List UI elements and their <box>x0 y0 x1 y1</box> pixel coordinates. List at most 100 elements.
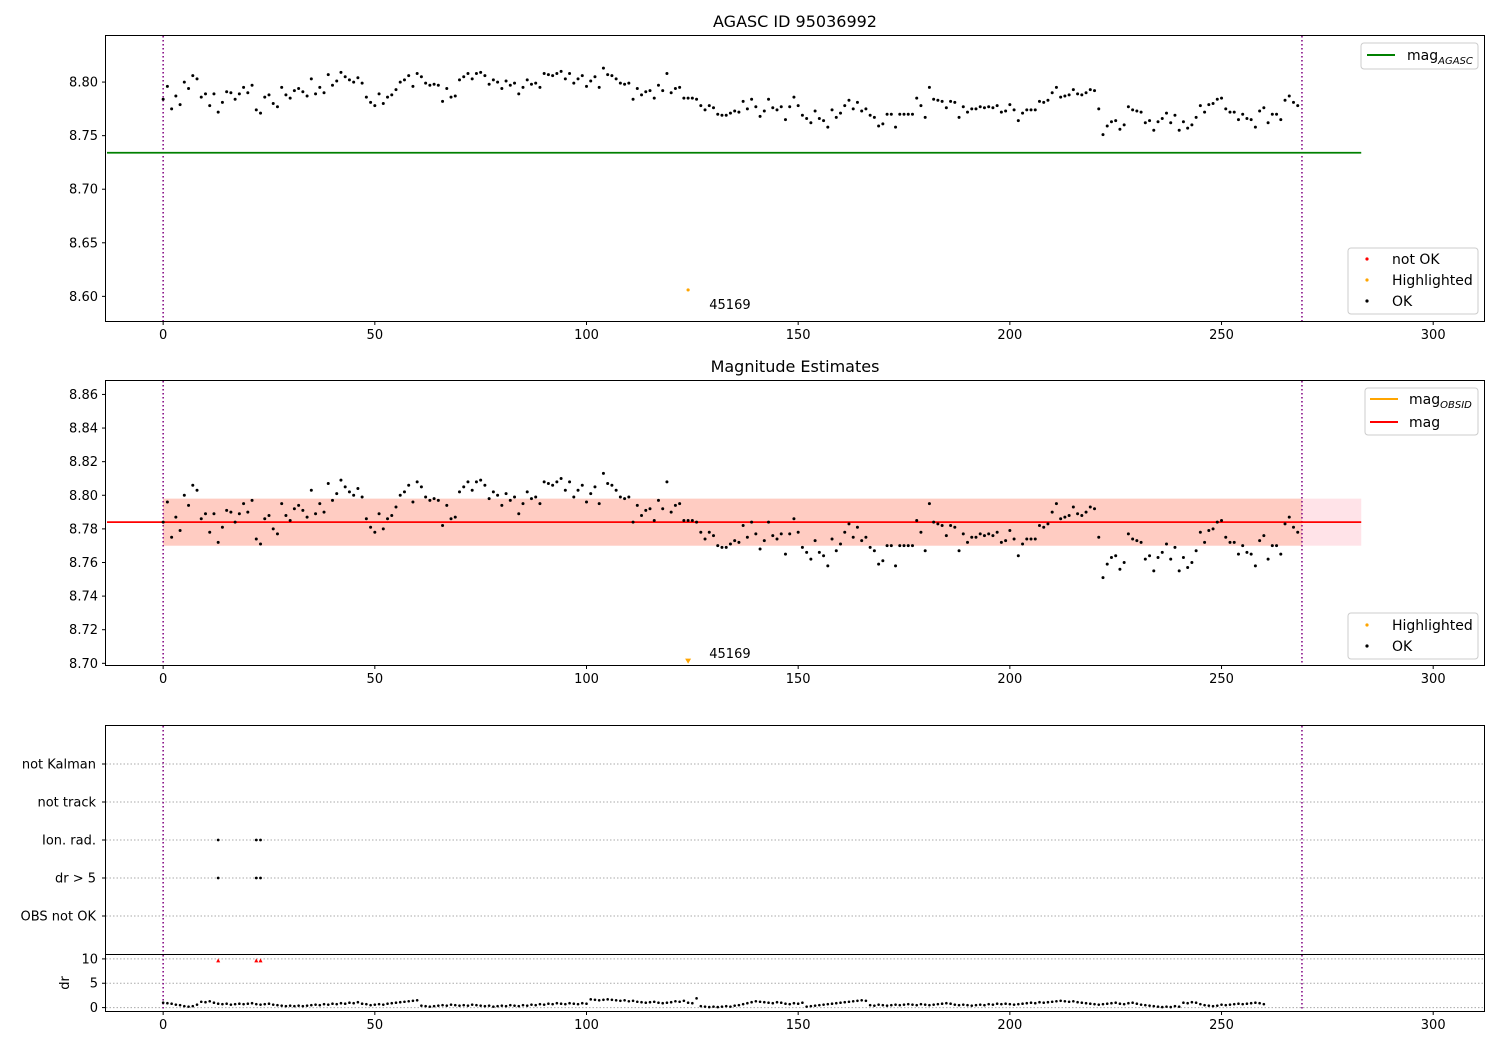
agasc-ok-point <box>635 87 639 90</box>
magnitude-ok-point <box>178 529 182 533</box>
agasc-ok-point <box>398 80 402 84</box>
agasc-ok-point <box>1109 120 1113 124</box>
dr-point <box>216 1002 220 1005</box>
magnitude-ok-point <box>1186 566 1190 570</box>
agasc-ok-point <box>1253 125 1257 129</box>
magnitude-ok-point <box>407 483 411 487</box>
magnitude-ok-point <box>208 530 212 534</box>
dr-point <box>555 1001 559 1005</box>
dr-point <box>250 1001 254 1005</box>
magnitude-ytick-label: 8.84 <box>69 422 98 437</box>
magnitude-ok-point <box>961 532 965 536</box>
magnitude-ok-point <box>999 540 1003 544</box>
agasc-ok-point <box>640 93 644 97</box>
magnitude-ok-point <box>1025 537 1029 541</box>
agasc-ok-point <box>381 102 385 105</box>
magnitude-ok-point <box>572 495 576 499</box>
magnitude-ok-point <box>470 488 474 492</box>
agasc-ok-point <box>889 112 893 116</box>
dr-point <box>784 1002 787 1005</box>
agasc-ok-point <box>1004 109 1008 113</box>
dr-point <box>597 998 601 1002</box>
agasc-ok-point <box>805 117 809 120</box>
magnitude-ok-point <box>707 530 711 534</box>
agasc-ok-point <box>966 110 970 114</box>
magnitude-ok-point <box>546 482 550 486</box>
magnitude-ok-point <box>712 534 716 538</box>
agasc-ok-point <box>182 80 186 84</box>
dr-point <box>830 1002 834 1005</box>
dr-point <box>166 1001 169 1005</box>
magnitude-ok-point <box>335 492 339 496</box>
dr-point <box>288 1004 292 1007</box>
agasc-ok-point <box>754 105 758 109</box>
magnitude-ok-point <box>1270 544 1274 548</box>
agasc-ok-point <box>457 78 461 82</box>
magnitude-ok-point <box>555 480 559 484</box>
magnitude-ok-point <box>386 517 390 521</box>
magnitude-ok-point <box>944 534 948 538</box>
agasc-ok-point <box>699 104 703 108</box>
agasc-ok-point <box>1190 123 1194 127</box>
magnitude-ok-point <box>496 493 500 497</box>
agasc-ok-point <box>165 84 169 88</box>
dr-point <box>356 1000 360 1004</box>
agasc-ok-point <box>559 69 563 73</box>
dr-point <box>873 1004 876 1007</box>
magnitude-ok-point <box>1173 545 1177 549</box>
magnitude-ok-point <box>1258 539 1262 543</box>
magnitude-ok-point <box>932 520 936 524</box>
dr-point <box>1249 1001 1253 1005</box>
dr-point <box>453 1003 457 1007</box>
dr-point <box>758 1000 762 1004</box>
magnitude-ok-point <box>390 513 394 517</box>
agasc-ok-point <box>881 122 885 126</box>
magnitude-xtick-label: 250 <box>1209 672 1234 687</box>
magnitude-ok-point <box>563 488 567 492</box>
magnitude-ok-point <box>322 510 326 514</box>
magnitude-ok-point <box>898 544 902 548</box>
agasc-ok-point <box>373 104 377 108</box>
agasc-ok-point <box>1215 97 1219 101</box>
magnitude-ok-point <box>271 527 275 531</box>
dr-point <box>860 998 863 1002</box>
magnitude-ok-point <box>250 498 254 502</box>
magnitude-legend-ok-marker <box>1365 644 1369 648</box>
dr-point <box>445 1004 449 1007</box>
agasc-ok-point <box>572 81 576 85</box>
magnitude-ok-point <box>885 544 889 548</box>
agasc-ok-point <box>1143 121 1147 125</box>
dr-point <box>779 1001 783 1005</box>
magnitude-ok-point <box>682 518 686 522</box>
agasc-ok-point <box>1194 115 1198 119</box>
magnitude-ok-point <box>750 520 754 524</box>
dr-point <box>530 1003 533 1006</box>
magnitude-ok-point <box>394 505 398 509</box>
dr-point <box>724 1004 728 1008</box>
flags-category-label: not track <box>37 796 96 811</box>
dr-point <box>458 1004 461 1007</box>
dr-point <box>987 1002 990 1006</box>
agasc-xtick-label: 250 <box>1209 328 1234 343</box>
magnitude-ok-point <box>1287 515 1291 519</box>
agasc-ok-point <box>453 94 457 98</box>
agasc-ok-point <box>1067 93 1071 97</box>
agasc-ok-point <box>267 93 271 97</box>
dr-point <box>707 1005 711 1009</box>
magnitude-xtick-label: 200 <box>997 672 1022 687</box>
dr-point <box>1262 1002 1266 1006</box>
dr-point <box>1114 1001 1117 1005</box>
agasc-ytick-label: 8.60 <box>69 290 98 305</box>
agasc-ok-point <box>483 74 487 78</box>
agasc-point-legend: not OK Highlighted OK <box>1347 247 1479 315</box>
agasc-ok-point <box>623 82 627 86</box>
dr-point <box>703 1005 707 1008</box>
magnitude-ok-point <box>500 503 504 507</box>
magnitude-ok-point <box>170 535 174 539</box>
magnitude-ok-point <box>864 535 868 539</box>
agasc-ok-point <box>606 73 610 77</box>
dr-point <box>1118 1002 1122 1005</box>
dr-point <box>572 1002 576 1005</box>
agasc-ok-point <box>906 112 910 116</box>
agasc-ok-point <box>826 125 830 129</box>
